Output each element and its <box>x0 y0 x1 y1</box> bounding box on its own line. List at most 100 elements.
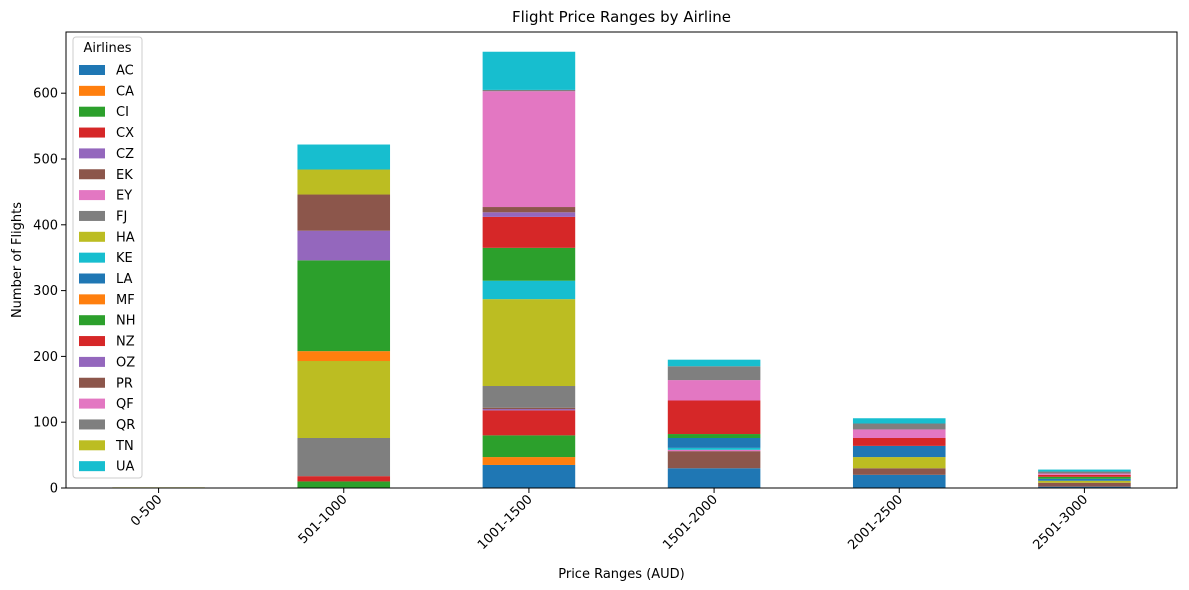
bar-ca-1001-1500 <box>482 457 576 465</box>
legend-swatch-oz <box>79 356 105 367</box>
bar-ci-501-1000 <box>297 481 391 488</box>
bar-nh-1001-1500 <box>482 247 576 281</box>
bar-qf-2001-2500 <box>852 429 946 438</box>
bar-oz-1001-1500 <box>482 212 576 217</box>
legend-swatch-ac <box>79 65 105 75</box>
y-tick-label: 200 <box>33 350 58 365</box>
legend-swatch-qr <box>79 419 105 430</box>
bar-qf-1001-1500 <box>482 91 576 208</box>
bar-nh-1501-2000 <box>667 434 761 438</box>
legend-swatch-ke <box>79 252 105 263</box>
bar-fj-501-1000 <box>297 437 391 477</box>
bar-ha-2001-2500 <box>852 457 946 469</box>
bar-ua-2001-2500 <box>852 418 946 424</box>
bar-ac-2501-3000 <box>1038 486 1131 488</box>
legend-label-tn: TN <box>115 439 134 454</box>
legend-items: AC CA CI CX CZ EK EY FJ HA KE LA MF NH NZ OZ PR QF QR TN UA <box>79 64 136 475</box>
bar-ek-1501-2000 <box>667 451 761 469</box>
bar-ha-2501-3000 <box>1038 480 1131 483</box>
legend-label-ci: CI <box>116 105 129 120</box>
bar-ac-2001-2500 <box>852 474 946 488</box>
legend-label-ha: HA <box>116 230 135 245</box>
bar-ek-2501-3000 <box>1038 482 1131 487</box>
bar-qf-2501-3000 <box>1038 473 1131 475</box>
bar-qr-1001-1500 <box>482 89 576 92</box>
bar-nh-501-1000 <box>297 260 391 352</box>
y-tick-label: 300 <box>33 284 58 299</box>
bar-la-1501-2000 <box>667 437 761 448</box>
legend-swatch-ca <box>79 85 105 96</box>
x-tick-label: 2501-3000 <box>1031 492 1092 553</box>
legend-label-ua: UA <box>116 460 135 475</box>
legend-swatch-ey <box>79 190 105 201</box>
y-tick-label: 0 <box>50 482 58 497</box>
legend-label-mf: MF <box>116 293 135 308</box>
y-axis-label: Number of Flights <box>10 202 25 318</box>
legend-swatch-nz <box>79 336 105 347</box>
bar-nz-2001-2500 <box>852 437 946 446</box>
legend-swatch-ua <box>79 461 105 472</box>
bar-oz-501-1000 <box>297 230 391 261</box>
legend-label-pr: PR <box>116 376 133 391</box>
bar-ke-1501-2000 <box>667 447 761 450</box>
bar-qr-2501-3000 <box>1038 471 1131 474</box>
legend-label-ey: EY <box>116 189 132 204</box>
legend-swatch-cx <box>79 127 105 138</box>
bar-ek-1001-1500 <box>482 407 576 410</box>
legend-label-cz: CZ <box>116 147 134 162</box>
legend-label-nz: NZ <box>116 335 135 350</box>
bar-ci-1001-1500 <box>482 435 576 458</box>
bar-ac-1501-2000 <box>667 468 761 488</box>
x-tick-label: 501-1000 <box>296 492 351 547</box>
legend-swatch-ha <box>79 231 105 242</box>
legend-label-ke: KE <box>116 251 133 266</box>
chart-title: Flight Price Ranges by Airline <box>512 8 731 26</box>
bar-la-2001-2500 <box>852 445 946 458</box>
bar-ke-1001-1500 <box>482 280 576 300</box>
bar-cx-1001-1500 <box>482 410 576 436</box>
legend-swatch-ek <box>79 169 105 180</box>
bars-layer <box>112 51 1131 488</box>
legend-title: Airlines <box>83 41 131 56</box>
legend-label-ca: CA <box>116 84 134 99</box>
bar-ha-501-1000 <box>297 361 391 438</box>
bar-qr-1501-2000 <box>667 366 761 381</box>
y-axis: 0 100 200 300 400 500 600 <box>33 87 66 497</box>
legend-swatch-fj <box>79 210 105 221</box>
bar-nz-2501-3000 <box>1038 474 1131 477</box>
legend-label-cx: CX <box>116 126 134 141</box>
legend-label-qf: QF <box>116 397 134 412</box>
legend-label-la: LA <box>116 272 133 287</box>
bar-cx-501-1000 <box>297 476 391 482</box>
legend-swatch-la <box>79 273 105 284</box>
legend-box <box>72 36 143 479</box>
bar-qf-1501-2000 <box>667 380 761 401</box>
bar-qr-2001-2500 <box>852 423 946 430</box>
bar-ua-1001-1500 <box>482 51 576 90</box>
y-tick-label: 500 <box>33 152 58 167</box>
x-tick-label: 1501-2000 <box>660 492 721 553</box>
x-tick-label: 1001-1500 <box>475 492 536 553</box>
bar-ua-501-1000 <box>297 144 391 170</box>
bar-pr-501-1000 <box>297 194 391 231</box>
legend-swatch-tn <box>79 440 105 451</box>
y-tick-label: 600 <box>33 87 58 102</box>
x-axis-label: Price Ranges (AUD) <box>558 567 685 582</box>
legend-label-ac: AC <box>116 64 134 79</box>
plot-frame <box>65 31 1178 489</box>
bar-nz-1501-2000 <box>667 400 761 435</box>
legend: Airlines AC CA CI CX CZ EK EY FJ HA KE LA MF NH NZ OZ P… <box>72 36 143 479</box>
x-tick-label: 2001-2500 <box>845 492 906 553</box>
y-tick-label: 400 <box>33 218 58 233</box>
bar-nh-2501-3000 <box>1038 476 1131 479</box>
bar-tn-501-1000 <box>297 169 391 195</box>
bar-ua-1501-2000 <box>667 359 761 367</box>
bar-la-2501-3000 <box>1038 478 1131 481</box>
bar-cz-1001-1500 <box>482 409 576 411</box>
legend-label-ek: EK <box>116 168 133 183</box>
legend-label-fj: FJ <box>116 209 127 224</box>
bar-ua-2501-3000 <box>1038 469 1131 472</box>
bar-fj-1001-1500 <box>482 386 576 408</box>
legend-label-nh: NH <box>116 314 136 329</box>
